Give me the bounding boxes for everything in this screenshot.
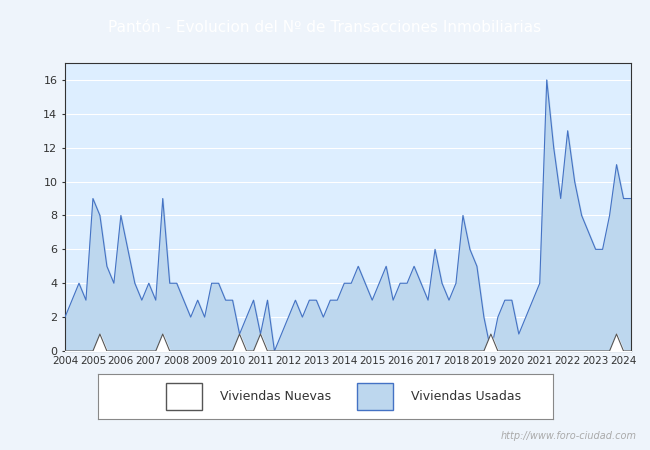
Text: Viviendas Nuevas: Viviendas Nuevas	[220, 390, 332, 402]
Text: Pantón - Evolucion del Nº de Transacciones Inmobiliarias: Pantón - Evolucion del Nº de Transaccion…	[109, 19, 541, 35]
FancyBboxPatch shape	[357, 382, 393, 410]
Text: Viviendas Usadas: Viviendas Usadas	[411, 390, 521, 402]
FancyBboxPatch shape	[166, 382, 202, 410]
Text: http://www.foro-ciudad.com: http://www.foro-ciudad.com	[501, 431, 637, 441]
